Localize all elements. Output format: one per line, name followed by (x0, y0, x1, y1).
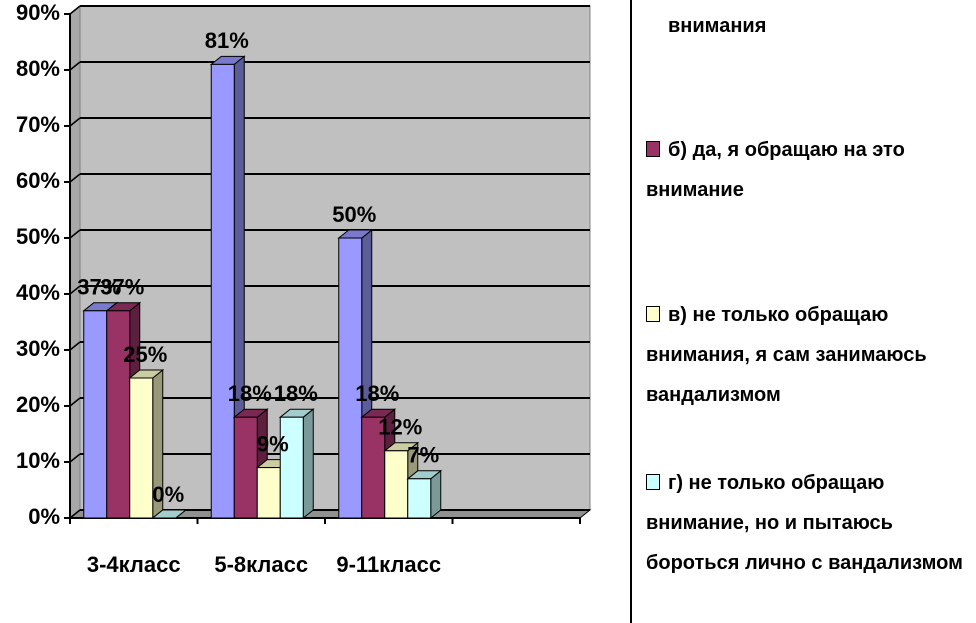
grid-line-side (69, 509, 81, 519)
bar (279, 416, 304, 519)
y-tick-label: 60% (16, 168, 60, 193)
grid-line-side (69, 229, 81, 239)
legend-item: внимания (646, 6, 971, 46)
data-label: 18% (355, 381, 399, 406)
data-label: 18% (274, 381, 318, 406)
data-label: 12% (378, 415, 422, 440)
grid-line-side (69, 61, 81, 71)
data-label: 18% (228, 381, 272, 406)
bar-top (151, 509, 188, 519)
grid-line-side (69, 5, 81, 15)
y-tick-label: 0% (28, 504, 60, 529)
data-label: 37% (100, 275, 144, 300)
bar (233, 416, 258, 519)
legend-label: внимания (668, 15, 767, 37)
bar (256, 467, 281, 519)
bar (384, 450, 409, 519)
legend-label: в) не только обращаю внимания, я сам зан… (646, 304, 927, 406)
data-label: 50% (332, 202, 376, 227)
grid-line-side (69, 173, 81, 183)
y-tick-label: 70% (16, 112, 60, 137)
legend-swatch (646, 141, 660, 157)
legend-label: г) не только обращаю внимание, но и пыта… (646, 472, 963, 574)
x-tick-label: 5-8класс (214, 552, 308, 577)
legend-swatch (646, 474, 660, 490)
legend: внимания б) да, я обращаю на это внимание… (646, 0, 971, 623)
y-tick-label: 80% (16, 56, 60, 81)
x-tick-label: 3-4класс (87, 552, 181, 577)
side-wall (69, 4, 81, 520)
grid-line-side (69, 453, 81, 463)
grid-line-side (69, 117, 81, 127)
y-tick-label: 90% (16, 0, 60, 25)
legend-label: б) да, я обращаю на это внимание (646, 139, 905, 201)
bar (210, 63, 235, 519)
data-label: 9% (257, 431, 289, 456)
y-tick-label: 50% (16, 224, 60, 249)
data-label: 7% (407, 443, 439, 468)
bar (83, 310, 108, 519)
bar (407, 478, 432, 519)
y-tick-label: 20% (16, 392, 60, 417)
bar-side (302, 408, 314, 520)
data-label: 81% (205, 28, 249, 53)
y-tick-label: 30% (16, 336, 60, 361)
bar (338, 237, 363, 519)
data-label: 25% (123, 342, 167, 367)
x-tick-label: 9-11класс (336, 552, 441, 577)
grid-line-side (69, 397, 81, 407)
y-tick-label: 40% (16, 280, 60, 305)
y-tick-label: 10% (16, 448, 60, 473)
chart: 0% 10% 20% 30% 40% 50% 60% 70% 80% 90% 3-4класс 5-8… (16, 0, 592, 577)
bar (129, 377, 154, 519)
grid-line-side (69, 341, 81, 351)
data-label: 0% (152, 482, 184, 507)
legend-swatch (646, 306, 660, 322)
data-label: 37% (77, 275, 121, 300)
grid-line-side (69, 285, 81, 295)
legend-item: в) не только обращаю внимания, я сам зан… (646, 295, 971, 415)
legend-item: г) не только обращаю внимание, но и пыта… (646, 463, 971, 583)
legend-divider (630, 0, 632, 623)
legend-item: б) да, я обращаю на это внимание (646, 130, 971, 210)
